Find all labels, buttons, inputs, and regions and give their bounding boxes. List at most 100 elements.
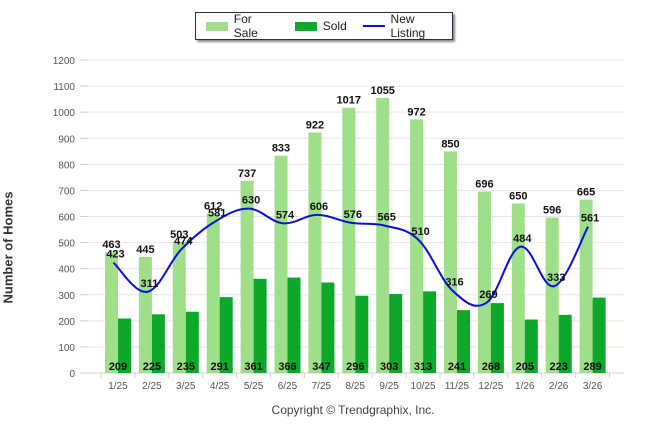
for-sale-bar (579, 199, 593, 373)
new-listing-value-label: 576 (344, 209, 362, 221)
x-tick-label: 1/26 (515, 381, 535, 392)
new-listing-value-label: 316 (445, 277, 463, 289)
new-listing-value-label: 561 (581, 213, 599, 225)
new-listing-value-label: 474 (174, 235, 193, 247)
for-sale-value-label: 503 (170, 229, 188, 241)
y-tick-label: 700 (58, 186, 75, 197)
sold-bar (253, 278, 267, 373)
for-sale-bar (410, 119, 424, 373)
x-tick-label: 9/25 (379, 381, 399, 392)
y-tick-label: 1200 (53, 56, 76, 67)
chart-legend: For Sale Sold New Listing (195, 12, 453, 40)
new-listing-value-label: 423 (106, 249, 124, 261)
x-tick-label: 1/25 (108, 381, 128, 392)
y-tick-label: 500 (58, 239, 75, 250)
sold-bar (185, 311, 199, 373)
sold-value-label: 361 (244, 361, 262, 373)
new-listing-value-label: 484 (513, 233, 532, 245)
x-tick-label: 3/25 (176, 381, 196, 392)
sold-value-label: 205 (516, 361, 534, 373)
x-tick-label: 2/26 (549, 381, 569, 392)
sold-value-label: 347 (312, 361, 330, 373)
legend-item-sold: Sold (294, 19, 347, 33)
y-tick-label: 900 (58, 134, 75, 145)
sold-bar (355, 295, 369, 373)
new-listing-value-label: 311 (141, 278, 159, 290)
legend-item-for-sale: For Sale (206, 12, 279, 40)
x-tick-label: 11/25 (445, 381, 470, 392)
x-tick-label: 2/25 (142, 381, 162, 392)
x-tick-label: 8/25 (346, 381, 366, 392)
sold-value-label: 209 (109, 361, 127, 373)
for-sale-value-label: 696 (475, 178, 493, 190)
sold-bar (524, 319, 538, 373)
for-sale-swatch (206, 21, 228, 31)
x-tick-label: 7/25 (312, 381, 332, 392)
sold-value-label: 313 (414, 361, 432, 373)
for-sale-value-label: 463 (102, 239, 120, 251)
sold-value-label: 366 (278, 361, 296, 373)
for-sale-value-label: 665 (577, 187, 595, 199)
new-listing-path (112, 207, 589, 307)
new-listing-value-label: 269 (479, 289, 497, 301)
sold-bar (219, 297, 233, 373)
data-labels: 463 209 445 225 503 235 612 291 737 361 833 366 922 3… (102, 85, 601, 373)
sold-value-label: 225 (143, 361, 161, 373)
sold-value-label: 268 (482, 361, 500, 373)
legend-label-sold: Sold (322, 19, 347, 33)
copyright-text: Copyright © Trendgraphix, Inc. (271, 403, 435, 417)
for-sale-value-label: 1017 (337, 95, 361, 107)
new-listing-value-label: 581 (208, 207, 226, 219)
for-sale-value-label: 612 (204, 200, 222, 212)
x-tick-label: 10/25 (411, 381, 436, 392)
y-tick-label: 400 (58, 265, 75, 276)
for-sale-value-label: 737 (238, 168, 256, 180)
for-sale-bar (342, 107, 356, 374)
for-sale-bar (105, 252, 118, 373)
sold-value-label: 289 (583, 361, 601, 373)
y-tick-labels: 0 100 200 300 400 500 600 700 800 900 1000 1100 1200 (53, 56, 76, 380)
new-listing-value-label: 333 (547, 272, 565, 284)
for-sale-value-label: 972 (407, 106, 425, 118)
y-tick-label: 600 (58, 213, 75, 224)
y-tick-label: 1000 (53, 108, 76, 119)
sold-bar (490, 303, 504, 373)
for-sale-bar (545, 217, 559, 373)
for-sale-value-label: 445 (136, 244, 154, 256)
y-tick-label: 100 (58, 343, 75, 354)
for-sale-value-label: 833 (272, 143, 290, 155)
legend-item-new-listing: New Listing (362, 12, 452, 40)
sold-value-label: 296 (346, 361, 364, 373)
x-tick-label: 12/25 (478, 381, 503, 392)
for-sale-bar (240, 180, 254, 373)
x-tick-label: 4/25 (210, 381, 230, 392)
sold-value-label: 235 (177, 361, 195, 373)
sold-bar (592, 297, 606, 373)
sold-bar (321, 282, 335, 373)
y-tick-label: 1100 (53, 82, 75, 93)
for-sale-bar (376, 97, 390, 373)
x-tick-label: 5/25 (244, 381, 264, 392)
new-listing-value-label: 510 (411, 226, 429, 238)
for-sale-value-label: 1055 (370, 85, 394, 97)
new-listing-value-label: 565 (378, 212, 396, 224)
for-sale-value-label: 922 (306, 120, 324, 132)
for-sale-bar (206, 213, 220, 373)
y-tick-label: 0 (69, 369, 75, 380)
for-sale-bar (444, 151, 457, 373)
sold-bar (423, 291, 437, 373)
for-sale-bar (274, 155, 288, 373)
for-sale-value-label: 650 (509, 190, 527, 202)
sold-bar (287, 277, 301, 373)
new-listing-value-label: 574 (276, 209, 295, 221)
new-listing-swatch (362, 25, 385, 27)
sold-swatch (294, 21, 317, 31)
for-sale-bar (511, 203, 525, 373)
y-tick-label: 200 (58, 317, 75, 328)
x-tick-labels: 1/25 2/25 3/25 4/25 5/25 6/25 7/25 8/25 9/25 10/2… (108, 381, 603, 392)
for-sale-bar (138, 256, 152, 373)
new-listing-value-label: 630 (242, 195, 260, 207)
legend-label-new-listing: New Listing (390, 12, 426, 40)
sold-value-label: 291 (211, 361, 229, 373)
